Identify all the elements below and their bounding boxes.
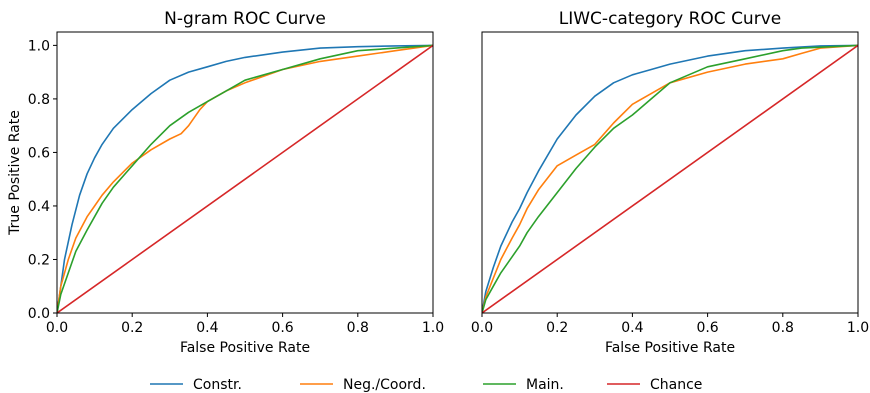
y-tick-label: 1.0 — [28, 38, 50, 54]
series-line-neg-coord — [482, 44, 858, 313]
y-tick-label: 0.2 — [28, 252, 50, 268]
series-line-chance — [482, 44, 858, 313]
legend-item-neg-coord: Neg./Coord. — [300, 377, 426, 393]
series-line-main — [482, 44, 858, 313]
y-tick-label: 0.8 — [28, 92, 50, 108]
legend-label: Constr. — [193, 377, 242, 393]
legend-item-chance: Chance — [607, 377, 702, 393]
axes-frame — [481, 31, 859, 314]
series-group — [57, 44, 433, 313]
x-tick-label: 0.8 — [772, 320, 794, 336]
x-tick-label: 0.0 — [46, 320, 68, 336]
chart-panel-2: 0.0 0.2 0.4 0.6 0.8 1.0 LIWC-category ROC Curv… — [471, 9, 869, 356]
x-axis-label: False Positive Rate — [605, 340, 735, 356]
legend-label: Neg./Coord. — [343, 377, 426, 393]
legend-item-main: Main. — [483, 377, 564, 393]
x-tick-label: 0.6 — [696, 320, 718, 336]
chart-title: N-gram ROC Curve — [164, 9, 326, 29]
series-line-constr — [482, 44, 858, 313]
x-tick-label: 0.2 — [546, 320, 568, 336]
x-axis-label: False Positive Rate — [180, 340, 310, 356]
legend-item-constr: Constr. — [150, 377, 242, 393]
y-axis-label: True Positive Rate — [7, 110, 23, 236]
axes-frame — [56, 31, 434, 314]
chart-panel-1: 0.0 0.2 0.4 0.6 0.8 1.0 0.0 0.2 0.4 0.6 0.8 1.0 N-gr… — [7, 9, 444, 356]
series-group — [482, 44, 858, 313]
legend-label: Main. — [526, 377, 564, 393]
x-tick-label: 0.8 — [347, 320, 369, 336]
x-tick-label: 0.2 — [121, 320, 143, 336]
series-line-chance — [57, 44, 433, 313]
y-tick-label: 0.4 — [28, 199, 50, 215]
chart-title: LIWC-category ROC Curve — [559, 9, 781, 29]
series-line-constr — [57, 44, 433, 313]
x-tick-label: 0.4 — [621, 320, 643, 336]
x-tick-label: 1.0 — [847, 320, 869, 336]
series-line-main — [57, 44, 433, 313]
series-line-neg-coord — [57, 44, 433, 313]
x-tick-label: 0.6 — [271, 320, 293, 336]
x-tick-label: 0.0 — [471, 320, 493, 336]
y-tick-label: 0.0 — [28, 306, 50, 322]
legend-label: Chance — [650, 377, 702, 393]
x-tick-label: 0.4 — [196, 320, 218, 336]
y-tick-label: 0.6 — [28, 145, 50, 161]
x-tick-label: 1.0 — [422, 320, 444, 336]
legend: Constr. Neg./Coord. Main. Chance — [150, 377, 702, 393]
